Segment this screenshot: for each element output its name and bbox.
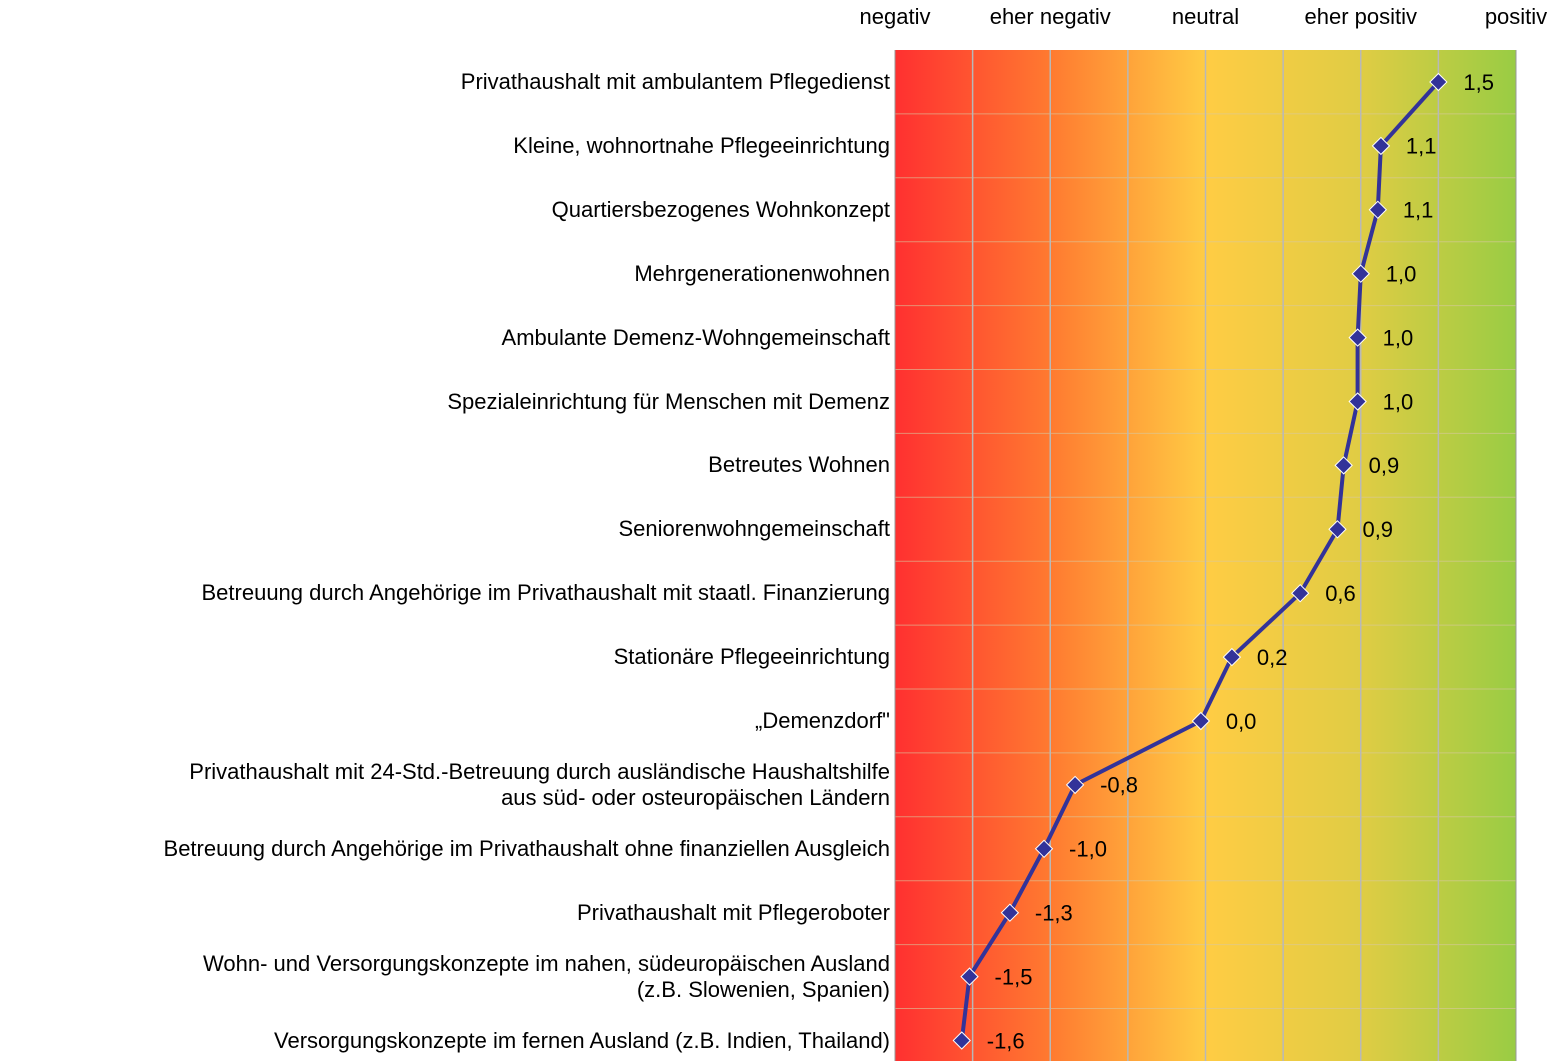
marker bbox=[1222, 647, 1242, 667]
y-tick-label: Mehrgenerationenwohnen bbox=[634, 260, 890, 286]
marker bbox=[1034, 839, 1054, 858]
x-tick-label: neutral bbox=[1172, 4, 1239, 29]
y-tick-label: Quartiersbezogenes Wohnkonzept bbox=[551, 196, 890, 222]
marker bbox=[1368, 200, 1388, 219]
marker bbox=[1291, 584, 1310, 603]
x-tick-label: positiv bbox=[1485, 4, 1547, 29]
data-label: 0,9 bbox=[1362, 517, 1393, 542]
marker bbox=[1191, 711, 1211, 731]
x-tick-label: eher negativ bbox=[990, 4, 1111, 29]
marker bbox=[960, 967, 979, 986]
data-label: 1,1 bbox=[1406, 134, 1437, 159]
marker bbox=[1429, 72, 1448, 92]
y-tick-label: Spezialeinrichtung für Menschen mit Deme… bbox=[447, 388, 890, 414]
y-tick-label: Privathaushalt mit 24-Std.-Betreuung dur… bbox=[189, 758, 890, 810]
data-label: 0,2 bbox=[1257, 645, 1288, 670]
data-label: -1,5 bbox=[995, 964, 1033, 989]
y-tick-label: „Demenzdorf" bbox=[755, 708, 890, 733]
y-tick-label: Privathaushalt mit Pflegeroboter bbox=[576, 899, 890, 925]
marker bbox=[952, 1031, 971, 1050]
y-tick-label: Ambulante Demenz-Wohngemeinschaft bbox=[501, 324, 890, 350]
data-label: 1,5 bbox=[1463, 70, 1494, 95]
marker bbox=[1000, 903, 1020, 922]
y-tick-label: Betreuung durch Angehörige im Privathaus… bbox=[163, 835, 890, 861]
data-label: 1,0 bbox=[1386, 262, 1417, 287]
data-label: -1,0 bbox=[1069, 837, 1107, 862]
data-label: 1,0 bbox=[1383, 389, 1414, 414]
marker bbox=[1371, 136, 1391, 156]
data-label: 0,9 bbox=[1369, 453, 1400, 478]
marker bbox=[1334, 456, 1353, 475]
series-line bbox=[959, 80, 1440, 1041]
data-label: 0,6 bbox=[1325, 581, 1356, 606]
marker bbox=[1351, 264, 1370, 283]
data-label: 0,0 bbox=[1226, 709, 1257, 734]
x-tick-label: eher positiv bbox=[1304, 4, 1417, 29]
y-tick-label: Versorgungskonzepte im fernen Ausland (z… bbox=[274, 1027, 890, 1053]
y-tick-label: Wohn- und Versorgungskonzepte im nahen, … bbox=[203, 950, 890, 1002]
data-label: -1,6 bbox=[987, 1028, 1025, 1053]
y-tick-label: Seniorenwohngemeinschaft bbox=[618, 516, 890, 542]
y-tick-label: Stationäre Pflegeeinrichtung bbox=[613, 644, 890, 670]
marker bbox=[1065, 775, 1085, 795]
data-label: 1,0 bbox=[1383, 325, 1414, 350]
y-tick-label: Kleine, wohnortnahe Pflegeeinrichtung bbox=[513, 132, 890, 158]
data-label: -0,8 bbox=[1100, 773, 1138, 798]
marker bbox=[1328, 520, 1347, 539]
data-label: 1,1 bbox=[1403, 198, 1434, 223]
marker bbox=[1348, 328, 1367, 347]
data-label: -1,3 bbox=[1035, 901, 1073, 926]
y-tick-label: Betreutes Wohnen bbox=[708, 452, 890, 478]
y-tick-label: Betreuung durch Angehörige im Privathaus… bbox=[201, 580, 891, 606]
marker bbox=[1348, 392, 1367, 411]
y-tick-label: Privathaushalt mit ambulantem Pflegedien… bbox=[460, 69, 890, 94]
x-tick-label: negativ bbox=[860, 4, 931, 29]
